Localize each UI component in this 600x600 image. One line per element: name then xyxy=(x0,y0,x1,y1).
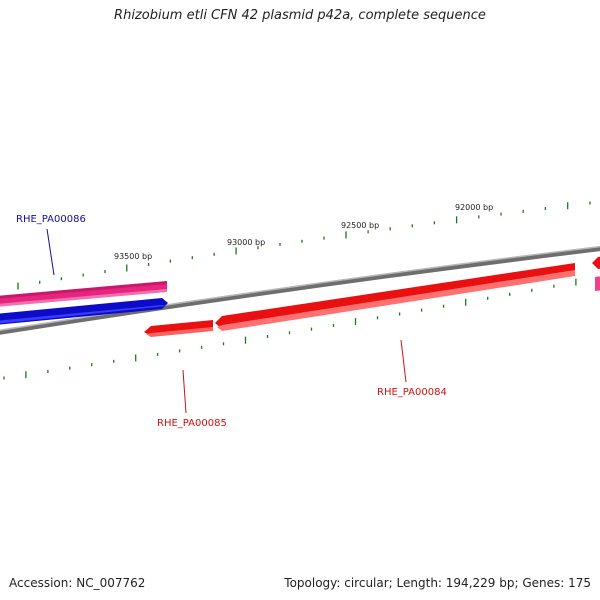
leader-RHE_PA00086 xyxy=(46,228,55,276)
gene-label-RHE_PA00084[interactable]: RHE_PA00084 xyxy=(377,387,447,398)
tick-label-93000: 93000 bp xyxy=(227,238,265,247)
gene-edge-red[interactable] xyxy=(592,256,600,269)
gene-label-RHE_PA00085[interactable]: RHE_PA00085 xyxy=(157,418,227,429)
inner-tick-marks xyxy=(3,276,599,380)
outer-tick-marks xyxy=(17,201,591,290)
gene-RHE_PA00085[interactable] xyxy=(144,320,213,337)
leader-RHE_PA00085 xyxy=(182,369,187,414)
tick-label-92500: 92500 bp xyxy=(341,221,379,230)
summary-text: Topology: circular; Length: 194,229 bp; … xyxy=(284,576,591,590)
map-title: Rhizobium etli CFN 42 plasmid p42a, comp… xyxy=(114,8,486,23)
tick-label-93500: 93500 bp xyxy=(114,252,152,261)
gene-edge-pink[interactable] xyxy=(595,276,600,291)
gene-label-RHE_PA00086[interactable]: RHE_PA00086 xyxy=(16,214,86,225)
gene-RHE_PA00084[interactable] xyxy=(215,263,575,331)
leader-RHE_PA00084 xyxy=(400,339,407,383)
sequence-backbone xyxy=(0,246,600,335)
accession-text: Accession: NC_007762 xyxy=(9,576,146,590)
gene-RHE_PA00086[interactable] xyxy=(0,281,167,307)
gene-blue-forward[interactable] xyxy=(0,298,168,325)
tick-label-92000: 92000 bp xyxy=(455,203,493,212)
